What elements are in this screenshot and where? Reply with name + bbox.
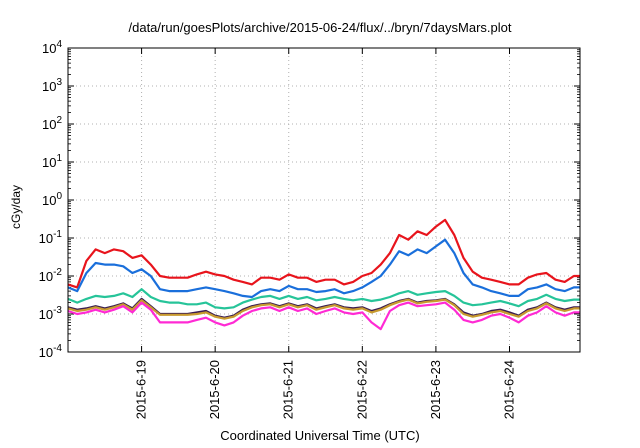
x-tick-label: 2015-6-23 xyxy=(428,360,443,419)
x-tick-label: 2015-6-24 xyxy=(501,360,516,419)
x-tick-label: 2015-6-19 xyxy=(134,360,149,419)
series-line xyxy=(67,298,580,320)
x-tick-label: 2015-6-21 xyxy=(281,360,296,419)
y-tick-label: 10-2 xyxy=(39,267,63,284)
y-tick-label: 10-4 xyxy=(39,343,63,360)
y-tick-label: 10-1 xyxy=(39,229,63,246)
y-tick-label: 101 xyxy=(42,153,62,170)
x-axis-label: Coordinated Universal Time (UTC) xyxy=(220,428,420,443)
series-line xyxy=(67,218,580,289)
x-tick-label: 2015-6-20 xyxy=(207,360,222,419)
y-tick-label: 10-3 xyxy=(39,305,63,322)
series-line xyxy=(67,288,580,310)
series-line xyxy=(67,301,580,331)
series-line xyxy=(67,238,580,299)
y-tick-label: 103 xyxy=(42,77,62,94)
x-tick-label: 2015-6-22 xyxy=(354,360,369,419)
y-tick-label: 104 xyxy=(42,39,62,56)
y-tick-label: 102 xyxy=(42,115,62,132)
plot-frame xyxy=(67,47,581,353)
y-tick-label: 100 xyxy=(42,191,62,208)
chart-title: /data/run/goesPlots/archive/2015-06-24/f… xyxy=(128,20,512,35)
